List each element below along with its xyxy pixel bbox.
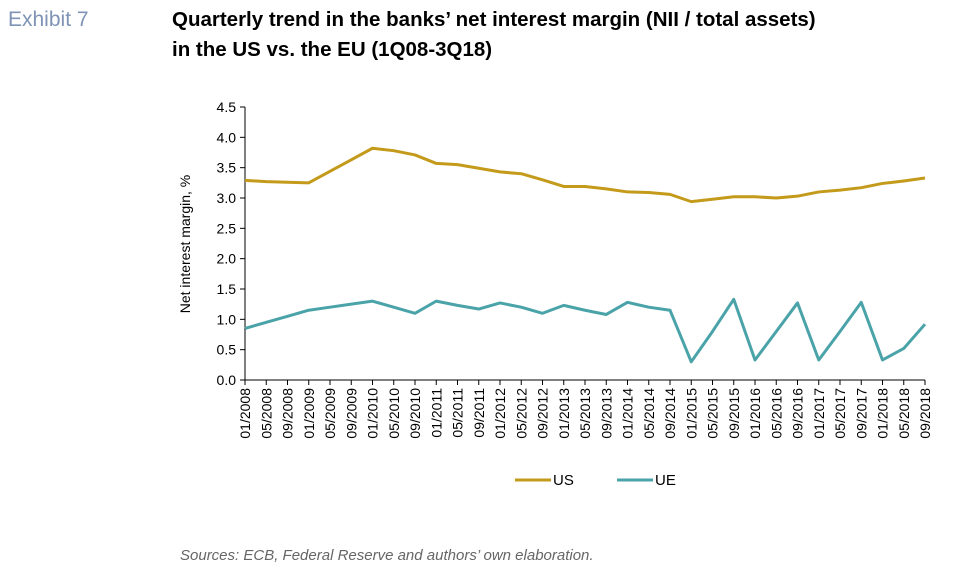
x-tick-label: 05/2012: [513, 388, 529, 439]
legend-label: UE: [655, 472, 676, 489]
x-tick-label: 09/2014: [662, 388, 678, 439]
x-tick-label: 09/2018: [917, 388, 933, 439]
data-line: [244, 146, 926, 204]
x-tick-label: 09/2016: [790, 388, 806, 439]
chart-title: in the US vs. the EU (1Q08-3Q18): [172, 38, 492, 61]
source-note: Sources: ECB, Federal Reserve and author…: [180, 547, 594, 564]
x-tick-label: 01/2010: [365, 388, 381, 439]
x-tick-label: 05/2008: [258, 388, 274, 439]
x-tick-label: 01/2008: [237, 388, 253, 439]
x-tick-label: 05/2013: [577, 388, 593, 439]
x-tick-label: 01/2011: [428, 388, 444, 438]
x-tick-label: 09/2011: [471, 388, 487, 438]
x-tick-label: 09/2013: [598, 388, 614, 439]
y-tick-label: 4.5: [217, 99, 237, 115]
x-tick-label: 05/2015: [705, 388, 721, 439]
x-tick-label: 01/2017: [811, 388, 827, 439]
x-tick-label: 05/2017: [832, 388, 848, 439]
x-tick-label: 09/2009: [343, 388, 359, 439]
x-tick-label: 01/2016: [747, 388, 763, 439]
x-tick-label: 05/2016: [768, 388, 784, 439]
x-tick-label: 09/2017: [853, 388, 869, 439]
x-tick-label: 09/2008: [280, 388, 296, 439]
y-tick-label: 4.0: [217, 129, 237, 145]
y-tick-label: 3.5: [217, 160, 237, 176]
y-tick-label: 1.5: [217, 281, 237, 297]
x-tick-label: 09/2012: [535, 388, 551, 439]
y-axis-label: Net interest margin, %: [177, 175, 193, 314]
y-tick-label: 0.5: [217, 342, 237, 358]
x-tick-label: 09/2015: [726, 388, 742, 439]
x-tick-label: 05/2011: [450, 388, 466, 438]
x-tick-label: 01/2018: [875, 388, 891, 439]
x-tick-label: 01/2014: [620, 388, 636, 439]
y-tick-label: 2.0: [217, 251, 237, 267]
exhibit-label: Exhibit 7: [8, 8, 89, 31]
x-tick-label: 09/2010: [407, 388, 423, 439]
x-tick-label: 01/2015: [683, 388, 699, 439]
y-tick-label: 3.0: [217, 190, 237, 206]
data-line: [244, 297, 927, 364]
x-tick-label: 01/2012: [492, 388, 508, 439]
x-tick-label: 05/2014: [641, 388, 657, 439]
x-tick-label: 05/2009: [322, 388, 338, 439]
y-tick-label: 0.0: [217, 372, 237, 388]
y-tick-label: 1.0: [217, 311, 237, 327]
y-tick-label: 2.5: [217, 220, 237, 236]
x-tick-label: 01/2013: [556, 388, 572, 439]
x-tick-label: 05/2010: [386, 388, 402, 439]
legend-label: US: [553, 472, 574, 489]
x-tick-label: 05/2018: [896, 388, 912, 439]
chart-title: Quarterly trend in the banks’ net intere…: [172, 8, 816, 31]
x-tick-label: 01/2009: [301, 388, 317, 439]
